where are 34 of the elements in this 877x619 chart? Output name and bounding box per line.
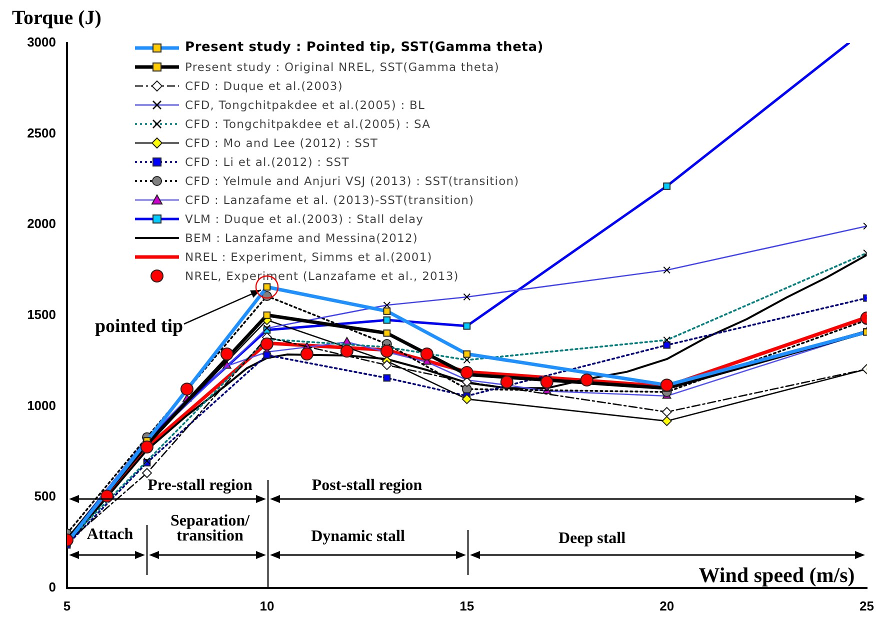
x-tick-label: 25: [860, 598, 874, 614]
y-tick-label: 3000: [27, 34, 56, 50]
legend-label: CFD : Tongchitpakdee et al.(2005) : SA: [185, 116, 431, 130]
y-tick-label: 1500: [27, 307, 56, 322]
y-tick-label: 0: [48, 580, 56, 595]
legend-label: VLM : Duque et al.(2003) : Stall delay: [185, 212, 424, 226]
legend-label: CFD, Tongchitpakdee et al.(2005) : BL: [185, 98, 425, 112]
y-tick-label: 500: [34, 488, 56, 504]
x-tick-label: 20: [660, 598, 674, 614]
legend-label: NREL : Experiment, Simms et al.(2001): [185, 250, 432, 264]
x-tick-label: 10: [260, 598, 274, 614]
y-tick-label: 2500: [27, 125, 56, 140]
x-axis-title: Wind speed (m/s): [698, 563, 855, 587]
annotation: Attach: [86, 526, 134, 544]
legend-label: CFD : Duque et al.(2003): [185, 78, 343, 92]
annotation: Pre-stall region: [148, 477, 252, 494]
annotation: Dynamic stall: [311, 528, 406, 546]
annotation: Deep stall: [558, 530, 626, 548]
annotation: pointed tip: [94, 316, 184, 337]
legend-label: BEM : Lanzafame and Messina(2012): [185, 230, 418, 244]
x-tick-label: 15: [460, 598, 474, 614]
y-tick-label: 1000: [27, 398, 56, 413]
legend-label: CFD : Lanzafame et al. (2013)-SST(transition): [185, 192, 474, 206]
x-tick-label: 5: [63, 598, 71, 614]
legend-label: CFD : Mo and Lee (2012) : SST: [185, 136, 378, 150]
legend-label: CFD : Yelmule and Anjuri VSJ (2013) : SST(transition): [185, 174, 520, 188]
legend-label: CFD : Li et al.(2012) : SST: [185, 154, 350, 168]
annotation: Post-stall region: [312, 477, 422, 494]
legend-label: Present study : Original NREL, SST(Gamma theta): [185, 60, 500, 74]
y-tick-label: 2000: [27, 216, 56, 232]
legend-label: NREL, Experiment (Lanzafame et al., 2013): [185, 268, 459, 282]
y-axis-title: Torque (J): [12, 7, 102, 29]
legend-label: Present study : Pointed tip, SST(Gamma theta): [185, 40, 544, 55]
annotation: Separation/ transition: [170, 512, 250, 545]
